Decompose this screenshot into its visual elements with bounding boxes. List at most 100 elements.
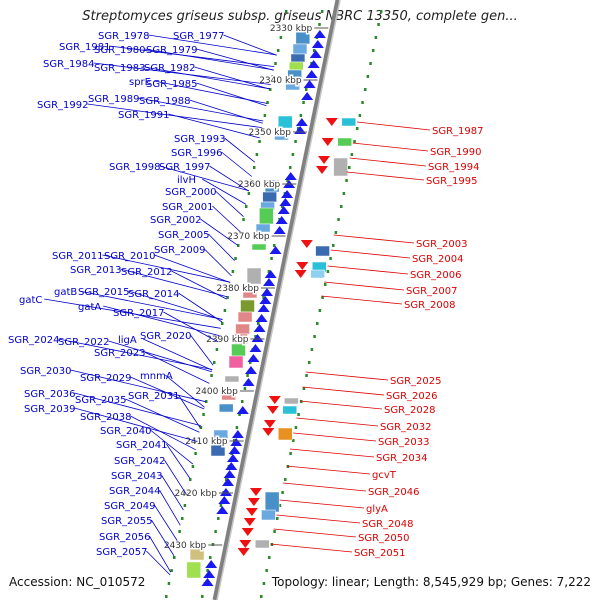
left-gene-label: SGR_2005 [158,230,210,241]
scale-tick-label: 2350 kbp [249,128,292,138]
left-outer-dots-dot [189,478,192,481]
left-outer-dots-dot [284,10,288,13]
forward-gene-block [237,311,253,323]
right-leader-line [273,528,357,538]
map-title: Streptomyces griseus subsp. griseus NBRC… [82,9,518,24]
left-outer-dots-dot [175,543,179,546]
right-outer-dots-dot [268,556,271,559]
left-leader-line [224,137,255,163]
right-outer-dots-dot [379,10,383,13]
left-outer-dots-dot [247,192,251,195]
left-gene-label: SGR_2011 [52,251,104,262]
forward-arrow [275,216,288,224]
forward-arrow [279,198,292,206]
right-outer-dots-dot [355,127,359,130]
forward-arrow [203,570,216,578]
left-outer-dots-dot [186,491,189,494]
left-leader-line [164,374,205,408]
reverse-gene-block [341,117,357,127]
reverse-gene-block [333,157,348,177]
scale-tick-label: 2330 kbp [270,24,313,34]
forward-arrow [205,560,218,568]
left-inner-dots-dot [206,569,209,572]
right-gene-label: SGR_2007 [406,286,458,297]
scale-tick-label: 2390 kbp [206,335,249,345]
left-outer-dots-dot [181,517,184,520]
left-gene-label: SGR_1997 [159,162,211,173]
right-leader-line [282,482,367,492]
left-leader-line [74,392,201,426]
left-leader-line [128,290,223,321]
left-leader-line [166,443,191,479]
left-gene-label: SGR_2042 [114,456,166,467]
left-leader-line [212,205,241,233]
left-leader-line [125,398,200,433]
right-gene-label: SGR_2033 [378,437,430,448]
forward-arrow [222,478,235,486]
left-outer-dots-dot [228,283,232,286]
right-outer-dots-dot [334,231,338,234]
reverse-arrow [321,138,334,146]
reverse-arrow [239,540,252,548]
right-outer-dots-dot [284,478,287,481]
left-inner-dots-dot [286,179,289,182]
forward-arrow [201,578,214,586]
forward-arrow [307,60,320,68]
forward-arrow [269,246,282,254]
forward-arrow [263,278,276,286]
left-leader-line [74,407,198,442]
forward-arrow [264,270,277,278]
reverse-gene-block [284,397,299,405]
right-outer-dots-dot [363,88,367,91]
left-leader-line [120,268,228,298]
left-gene-label: SGR_2029 [80,373,132,384]
right-leader-line [289,448,375,458]
right-leader-line [321,295,403,305]
right-gene-label: SGR_1990 [430,147,482,158]
right-outer-dots-dot [289,452,292,455]
left-inner-dots-dot [270,257,273,260]
right-leader-line [327,265,409,275]
forward-gene-block [289,61,304,71]
left-leader-line [194,66,270,90]
left-leader-line [154,254,231,283]
right-gene-label: SGR_1987 [432,126,484,137]
left-gene-label: SGR_2020 [140,331,192,342]
left-inner-dots-dot [291,153,295,156]
left-leader-line [149,535,172,573]
left-leader-line [144,351,210,384]
left-leader-line [215,190,244,217]
left-inner-dots-dot [320,10,324,13]
left-gene-label: SGR_2056 [99,532,151,543]
reverse-arrow [315,166,328,174]
left-leader-line [168,113,260,139]
left-inner-dots-dot [243,387,247,390]
left-gene-label: SGR_2022 [58,337,110,348]
right-outer-dots-dot [260,595,263,598]
left-gene-label: SGR_2013 [70,265,122,276]
left-inner-dots-dot [288,166,292,169]
reverse-arrow [245,508,258,516]
left-leader-line [163,311,219,343]
reverse-arrow [294,270,307,278]
left-gene-label: SGR_2010 [104,251,156,262]
right-gene-label: SGR_2006 [410,270,462,281]
left-leader-line [150,429,194,465]
right-leader-line [330,249,411,259]
right-outer-dots-dot [329,257,332,260]
right-gene-label: SGR_2051 [354,548,406,559]
left-outer-dots-dot [165,595,168,598]
forward-gene-block [210,443,226,457]
left-leader-line [148,34,277,56]
reverse-arrow [296,262,309,270]
left-outer-dots-dot [279,36,283,39]
left-outer-dots-dot [234,257,237,260]
scale-tick-label: 2400 kbp [195,387,238,397]
left-gene-label: SGR_1998 [109,162,161,173]
forward-gene-block [242,287,258,299]
left-leader-line [196,82,267,107]
left-outer-dots-dot [258,140,261,143]
left-inner-dots-dot [302,101,305,104]
forward-gene-block [218,403,234,413]
left-gene-label: SGR_2036 [24,389,76,400]
